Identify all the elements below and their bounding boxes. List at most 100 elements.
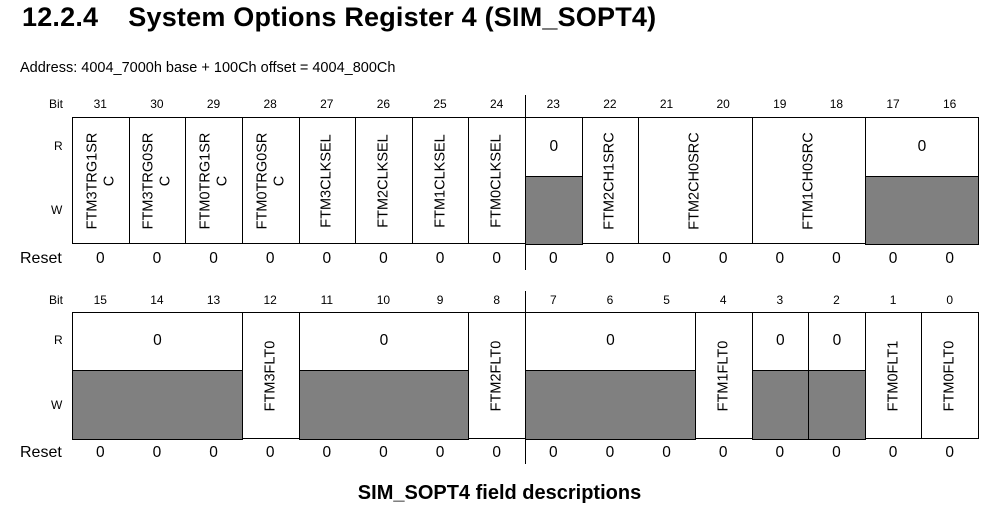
reset-value: 0 (152, 444, 162, 461)
reset-value: 0 (265, 250, 275, 267)
reserved-field: 0 (72, 312, 243, 440)
register-field: FTM2CH1SRC (581, 117, 640, 244)
field-name: FTM1CLKSEL (432, 133, 449, 228)
reset-value: 0 (605, 250, 615, 267)
bit-number: 13 (206, 293, 221, 307)
reserved-field: 0 (751, 312, 810, 440)
reset-value: 0 (945, 444, 954, 461)
register-field: FTM0TRG0SR C (241, 117, 300, 244)
field-name: FTM3FLT0 (262, 340, 279, 411)
bit-number: 2 (833, 293, 840, 307)
reset-row-label: Reset (20, 250, 62, 267)
reset-value: 0 (549, 444, 558, 461)
field-name: FTM2FLT0 (488, 340, 505, 411)
write-row-label: W (51, 203, 63, 217)
reset-value: 0 (549, 250, 558, 267)
reset-value: 0 (832, 250, 841, 267)
write-reserved-shade (751, 370, 810, 440)
register-field: FTM0FLT0 (921, 312, 979, 439)
bit-number: 3 (776, 293, 784, 307)
register-field: FTM3TRG1SR C (72, 117, 130, 244)
write-reserved-shade (864, 176, 979, 245)
reset-value: 0 (435, 444, 445, 461)
reset-value: 0 (718, 444, 728, 461)
section-heading: 12.2.4 System Options Register 4 (SIM_SOP… (22, 2, 656, 33)
reserved-read-value: 0 (379, 332, 389, 349)
address-line: Address: 4004_7000h base + 100Ch offset … (20, 60, 396, 76)
reserved-field: 0 (864, 117, 979, 245)
reset-value: 0 (435, 250, 445, 267)
reset-value: 0 (662, 250, 671, 267)
bit-number: 7 (549, 293, 557, 307)
bit-number: 22 (603, 97, 617, 111)
bit-number: 10 (376, 293, 391, 307)
read-row-label: R (54, 139, 63, 153)
bit-number: 4 (719, 293, 727, 307)
field-name: FTM1CH0SRC (800, 131, 817, 230)
register-field: FTM3FLT0 (241, 312, 300, 439)
read-row-label: R (54, 333, 63, 347)
reset-value: 0 (718, 250, 728, 267)
reset-value: 0 (775, 444, 785, 461)
register-field: FTM2CLKSEL (355, 117, 413, 244)
reserved-read-value: 0 (606, 332, 615, 349)
reserved-field: 0 (808, 312, 866, 440)
reset-value: 0 (96, 250, 105, 267)
bit-row-label: Bit (49, 97, 64, 111)
bit-number: 24 (490, 97, 504, 111)
write-reserved-shade (808, 370, 866, 440)
reset-value: 0 (662, 444, 671, 461)
byte-divider (525, 95, 526, 270)
reset-value: 0 (492, 250, 501, 267)
reset-value: 0 (96, 444, 105, 461)
field-name: FTM2CLKSEL (375, 133, 392, 228)
bit-number: 19 (773, 97, 787, 111)
field-name: FTM0FLT0 (941, 340, 958, 411)
byte-divider (525, 291, 526, 464)
field-name: FTM0FLT1 (885, 340, 902, 411)
bit-number: 17 (886, 97, 900, 111)
bit-number: 0 (946, 293, 954, 307)
reserved-field: 0 (298, 312, 470, 440)
section-number: 12.2.4 (22, 2, 99, 32)
bit-number: 31 (93, 97, 107, 111)
table-caption: SIM_SOPT4 field descriptions (357, 482, 642, 504)
reset-row-label: Reset (20, 444, 62, 461)
bit-number: 26 (376, 97, 391, 111)
field-name: FTM0TRG0SR C (254, 132, 287, 229)
bit-number: 1 (889, 293, 897, 307)
reset-value: 0 (209, 444, 218, 461)
reset-value: 0 (209, 250, 218, 267)
reserved-read-value: 0 (776, 332, 785, 349)
bit-number: 8 (493, 293, 501, 307)
field-name: FTM2CH1SRC (602, 131, 619, 230)
register-field: FTM2CH0SRC (638, 117, 753, 244)
reset-value: 0 (152, 250, 162, 267)
register-field: FTM1CLKSEL (411, 117, 470, 244)
reset-value: 0 (322, 250, 332, 267)
reserved-read-value: 0 (832, 332, 842, 349)
bit-number: 14 (150, 293, 164, 307)
write-row-label: W (51, 398, 63, 412)
register-field: FTM0TRG1SR C (185, 117, 243, 244)
field-name: FTM0CLKSEL (488, 133, 505, 228)
field-name: FTM1FLT0 (715, 340, 732, 411)
reset-value: 0 (945, 250, 954, 267)
register-field: FTM2FLT0 (468, 312, 526, 439)
register-field: FTM1FLT0 (694, 312, 753, 439)
reset-value: 0 (322, 444, 332, 461)
field-name: FTM0TRG1SR C (197, 132, 231, 229)
bit-row-label: Bit (49, 293, 64, 307)
reserved-field: 0 (525, 312, 696, 440)
bit-number: 9 (436, 293, 444, 307)
bit-number: 6 (606, 293, 614, 307)
bit-number: 25 (433, 97, 447, 111)
reserved-read-value: 0 (549, 137, 559, 155)
reset-value: 0 (888, 444, 898, 461)
field-name: FTM2CH0SRC (687, 131, 704, 230)
bit-number: 21 (659, 97, 674, 111)
reset-value: 0 (379, 250, 388, 267)
reset-value: 0 (888, 250, 898, 267)
bit-number: 29 (206, 97, 221, 111)
reset-value: 0 (832, 444, 841, 461)
